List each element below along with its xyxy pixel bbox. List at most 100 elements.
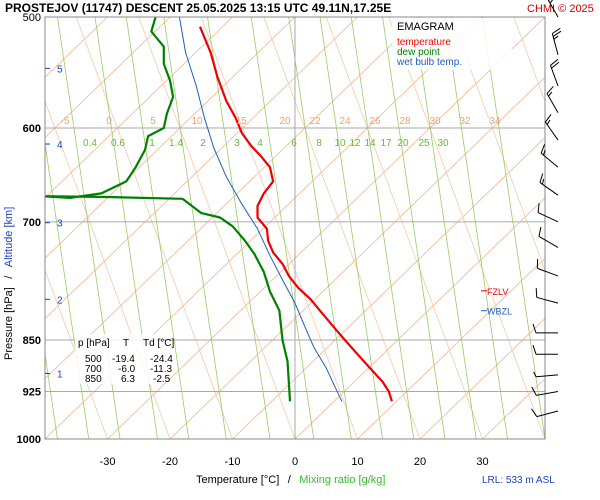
mixing-green-label: 4 bbox=[257, 138, 263, 149]
mixing-top-label: 28 bbox=[399, 116, 411, 127]
mixing-top-label: -5 bbox=[61, 116, 70, 127]
pressure-axis-ticks: 500 600 700 850 925 1000 bbox=[17, 12, 41, 446]
table-cell: -6.0 bbox=[118, 364, 136, 375]
table-header-td: Td [°C] bbox=[143, 338, 174, 349]
wind-barb-flag bbox=[539, 173, 544, 183]
dry-adiabat-line bbox=[75, 17, 233, 439]
mixing-ratio-line bbox=[482, 17, 545, 439]
dry-adiabat-line bbox=[263, 17, 421, 439]
table-cell: -2.5 bbox=[153, 374, 171, 385]
x-tick-label: -10 bbox=[225, 456, 241, 468]
mixing-top-label: 5 bbox=[150, 116, 156, 127]
wind-barb-half bbox=[548, 91, 553, 97]
legend-wet-bulb: wet bulb temp. bbox=[396, 57, 462, 68]
altitude-tick-label: 1 bbox=[57, 370, 63, 381]
table-cell: -24.4 bbox=[150, 354, 173, 365]
dry-adiabat-line bbox=[450, 17, 545, 272]
mixing-green-label: 1 bbox=[149, 138, 155, 149]
wind-barb-flag bbox=[532, 345, 537, 355]
mixing-green-label: 8 bbox=[316, 138, 322, 149]
wind-barb-flag bbox=[535, 287, 538, 298]
wind-barb bbox=[532, 323, 558, 334]
pressure-tick-label: 1000 bbox=[17, 434, 41, 446]
x-tick-label: 10 bbox=[351, 456, 363, 468]
y-axis-pressure-label: Pressure [hPa] bbox=[3, 287, 15, 360]
mixing-top-label: 24 bbox=[339, 116, 351, 127]
wind-barb bbox=[532, 345, 558, 355]
wind-barb bbox=[531, 408, 559, 418]
isotherm-line bbox=[357, 257, 545, 439]
mixing-green-label: 0.4 bbox=[83, 138, 97, 149]
mixing-ratio-line bbox=[288, 17, 352, 439]
dry-adiabat-line bbox=[325, 17, 483, 439]
mixing-top-label: 10 bbox=[191, 116, 203, 127]
wind-barb-staff bbox=[536, 296, 559, 304]
mixing-ratio-line bbox=[413, 17, 477, 439]
x-axis-mixing-label: Mixing ratio [g/kg] bbox=[299, 474, 385, 486]
altitude-tick-label: 3 bbox=[57, 219, 63, 230]
series-wet-bulb-temp-line bbox=[178, 17, 343, 402]
wind-barb-half bbox=[542, 149, 546, 156]
wind-barb-staff bbox=[537, 267, 559, 277]
mixing-green-label: 6 bbox=[291, 138, 297, 149]
altitude-tick-label: 5 bbox=[57, 64, 63, 75]
x-axis-temperature-label: Temperature [°C] bbox=[196, 474, 279, 486]
x-tick-label: -30 bbox=[100, 456, 116, 468]
wind-barb bbox=[535, 287, 559, 304]
mixing-green-label: 25 bbox=[418, 138, 430, 149]
wind-barb bbox=[531, 386, 559, 396]
wind-barb-staff bbox=[536, 374, 559, 378]
wind-barb bbox=[546, 86, 559, 113]
table-header-t: T bbox=[123, 338, 129, 349]
svg-text:Pressure [hPa] / A: Pressure [hPa] / Altitude [km] bbox=[0, 207, 16, 360]
wind-barb-half bbox=[541, 178, 545, 185]
mixing-green-label: 30 bbox=[437, 138, 449, 149]
x-axis-separator: / bbox=[288, 474, 292, 486]
series-dew-point-line bbox=[45, 17, 292, 402]
wind-barb bbox=[550, 59, 560, 87]
mixing-ratio-top-labels: -5 0 5 10 15 20 22 24 26 28 30 32 34 bbox=[61, 116, 501, 127]
wind-barb bbox=[551, 27, 562, 55]
mixing-ratio-line bbox=[444, 17, 508, 439]
table-header-p: p [hPa] bbox=[78, 338, 110, 349]
wind-barb-staff bbox=[550, 65, 559, 87]
wind-barb bbox=[539, 173, 559, 196]
mixing-top-label: 22 bbox=[309, 116, 321, 127]
dry-adiabat-line bbox=[200, 17, 358, 439]
mixing-ratio-line bbox=[45, 351, 58, 439]
mixing-top-label: 34 bbox=[489, 116, 501, 127]
plot-area bbox=[45, 17, 545, 439]
mixing-green-label: 1.4 bbox=[169, 138, 183, 149]
wind-barb-staff bbox=[539, 182, 559, 196]
wind-barb-flag bbox=[544, 114, 552, 123]
altitude-axis-ticks: 5 4 3 2 1 bbox=[45, 64, 63, 381]
isotherm-line bbox=[419, 317, 545, 439]
mixing-top-label: 0 bbox=[106, 116, 112, 127]
chart-header-title: PROSTEJOV (11747) DESCENT 25.05.2025 13:… bbox=[5, 1, 391, 15]
mixing-top-label: 15 bbox=[235, 116, 247, 127]
x-tick-label: -20 bbox=[162, 456, 178, 468]
series-temperature-line bbox=[198, 26, 393, 402]
wind-barb-flag bbox=[550, 59, 559, 66]
mixing-top-label: 20 bbox=[279, 116, 291, 127]
mixing-top-label: 30 bbox=[429, 116, 441, 127]
wind-barb-half bbox=[533, 371, 537, 377]
wind-barbs bbox=[531, 0, 562, 418]
isotherm-line bbox=[45, 17, 233, 199]
wind-barb-half bbox=[549, 0, 554, 4]
mixing-ratio-green-labels: 0.4 0.6 1 1.4 2 3 4 6 8 10 12 14 17 20 25 30 bbox=[83, 138, 449, 149]
wind-barb bbox=[547, 0, 559, 18]
level-annotations: FZLV WBZL bbox=[481, 287, 512, 317]
legend-box bbox=[392, 18, 512, 70]
mixing-top-label: 26 bbox=[369, 116, 381, 127]
dry-adiabat-line bbox=[138, 17, 296, 439]
mixing-ratio-line bbox=[319, 17, 383, 439]
y-axis-label: Pressure [hPa] / Altitude [km] bbox=[0, 207, 16, 360]
x-tick-label: 30 bbox=[476, 456, 488, 468]
sounding-table: p [hPa] T Td [°C] 500 -19.4 -24.4 700 -6… bbox=[75, 334, 174, 385]
dry-adiabat-line bbox=[513, 17, 545, 103]
legend: EMAGRAM temperature dew point wet bulb t… bbox=[392, 18, 512, 70]
legend-temperature: temperature bbox=[397, 37, 451, 48]
lrl-label: LRL: 533 m ASL bbox=[482, 475, 555, 486]
